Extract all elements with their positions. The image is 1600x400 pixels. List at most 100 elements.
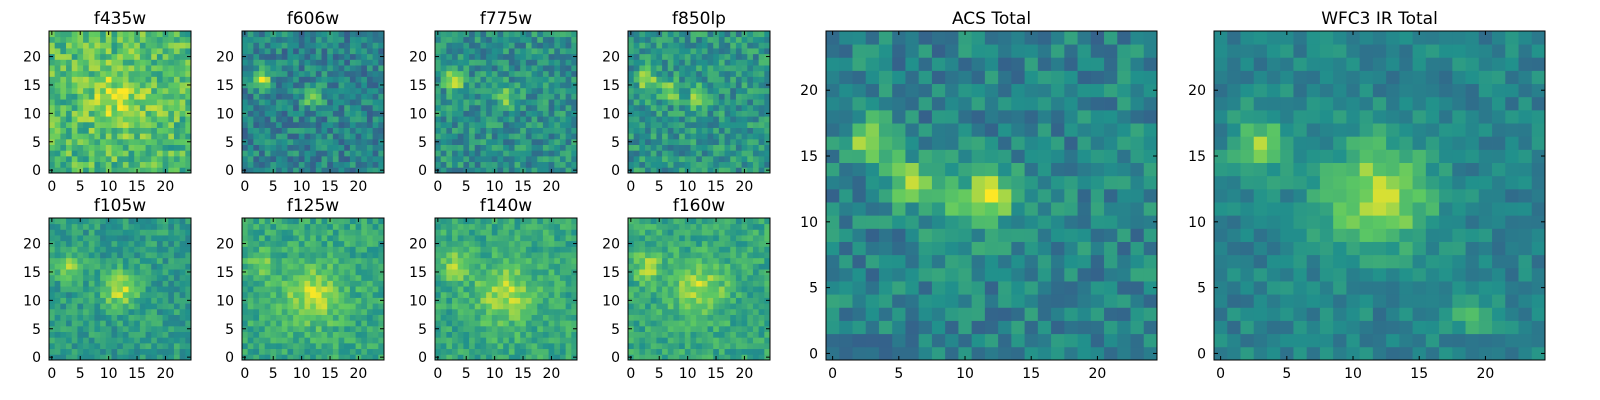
heatmap-cell — [338, 144, 345, 151]
heatmap-cell — [77, 65, 84, 72]
heatmap-cell — [293, 99, 300, 106]
heatmap-cell — [701, 286, 708, 293]
heatmap-cell — [764, 65, 771, 72]
heatmap-cell — [690, 308, 697, 315]
heatmap-cell — [701, 325, 708, 332]
heatmap-cell — [298, 161, 305, 168]
heatmap-cell — [270, 65, 277, 72]
heatmap-cell — [338, 65, 345, 72]
heatmap-cell — [474, 320, 481, 327]
heatmap-cell — [77, 331, 84, 338]
heatmap-cell — [525, 252, 532, 259]
heatmap-cell — [514, 110, 521, 117]
heatmap-cell — [667, 138, 674, 145]
y-tick-label: 0 — [225, 163, 234, 179]
heatmap-cell — [690, 104, 697, 111]
heatmap-cell — [66, 93, 73, 100]
heatmap-cell — [310, 31, 317, 38]
heatmap-cell — [344, 138, 351, 145]
heatmap-cell — [469, 31, 476, 38]
heatmap-cell — [469, 48, 476, 55]
heatmap-cell — [332, 65, 339, 72]
heatmap-cell — [355, 337, 362, 344]
heatmap-cell — [304, 110, 311, 117]
heatmap-cell — [701, 36, 708, 43]
heatmap-cell — [100, 82, 107, 89]
heatmap-cell — [349, 218, 356, 225]
heatmap-cell — [105, 263, 112, 270]
heatmap-cell — [542, 223, 549, 230]
heatmap-cell — [713, 269, 720, 276]
heatmap-cell — [71, 150, 78, 157]
heatmap-cell — [469, 269, 476, 276]
heatmap-cell — [503, 348, 510, 355]
heatmap-cell — [247, 167, 254, 174]
heatmap-cell — [378, 87, 385, 94]
heatmap-cell — [259, 240, 266, 247]
heatmap-cell — [111, 303, 118, 310]
heatmap-cell — [105, 138, 112, 145]
heatmap-cell — [457, 263, 464, 270]
heatmap-cell — [151, 127, 158, 134]
heatmap-cell — [156, 229, 163, 236]
heatmap-cell — [77, 76, 84, 83]
heatmap-cell — [264, 59, 271, 66]
heatmap-cell — [372, 331, 379, 338]
heatmap-cell — [752, 99, 760, 106]
heatmap-cell — [315, 144, 322, 151]
heatmap-cell — [758, 274, 765, 281]
heatmap-cell — [361, 246, 368, 253]
heatmap-cell — [730, 127, 737, 134]
heatmap-cell — [338, 269, 345, 276]
heatmap-cell — [332, 229, 339, 236]
heatmap-cell — [673, 36, 680, 43]
heatmap-cell — [276, 246, 283, 253]
heatmap-cell — [88, 314, 95, 321]
heatmap-cell — [735, 161, 742, 168]
heatmap-cell — [145, 104, 152, 111]
heatmap-cell — [446, 121, 453, 128]
heatmap-cell — [548, 235, 555, 242]
heatmap-cell — [111, 229, 118, 236]
heatmap-cell — [361, 297, 368, 304]
heatmap-cell — [474, 65, 481, 72]
heatmap-cell — [520, 342, 527, 350]
heatmap-cell — [168, 291, 175, 298]
heatmap-cell — [247, 337, 254, 344]
heatmap-cell — [162, 48, 169, 55]
heatmap-cell — [378, 218, 385, 225]
heatmap-cell — [49, 229, 56, 236]
heatmap-cell — [457, 155, 464, 163]
heatmap-cell — [54, 263, 61, 270]
heatmap-cell — [349, 99, 356, 106]
heatmap-cell — [503, 161, 510, 168]
heatmap-cell — [304, 161, 311, 168]
heatmap-cell — [559, 48, 567, 55]
heatmap-cell — [554, 223, 561, 230]
heatmap-cell — [531, 70, 538, 77]
heatmap-cell — [117, 76, 124, 83]
heatmap-cell — [242, 348, 249, 355]
heatmap-cell — [378, 42, 385, 49]
heatmap-cell — [452, 36, 459, 43]
heatmap-cell — [469, 274, 476, 281]
heatmap-cell — [707, 337, 714, 344]
heatmap-cell — [718, 31, 725, 38]
heatmap-cell — [446, 82, 453, 89]
x-tick-label: 20 — [543, 179, 561, 195]
panel-title: f125w — [287, 196, 339, 216]
heatmap-cell — [565, 286, 572, 293]
heatmap-cell — [639, 155, 646, 163]
heatmap-cell — [83, 31, 90, 38]
heatmap-cell — [156, 246, 163, 253]
heatmap-cell — [88, 257, 95, 264]
heatmap-cell — [71, 320, 78, 327]
heatmap-cell — [542, 348, 549, 355]
heatmap-cell — [701, 269, 708, 276]
heatmap-cell — [168, 320, 175, 327]
heatmap-cell — [321, 116, 328, 123]
heatmap-cell — [633, 31, 640, 38]
heatmap-cell — [662, 167, 669, 174]
heatmap-cell — [440, 167, 447, 174]
heatmap-cell — [486, 263, 493, 270]
